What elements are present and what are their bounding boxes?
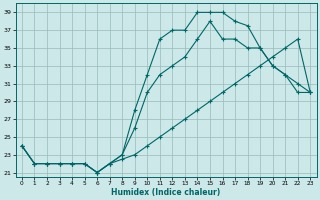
X-axis label: Humidex (Indice chaleur): Humidex (Indice chaleur) <box>111 188 221 197</box>
